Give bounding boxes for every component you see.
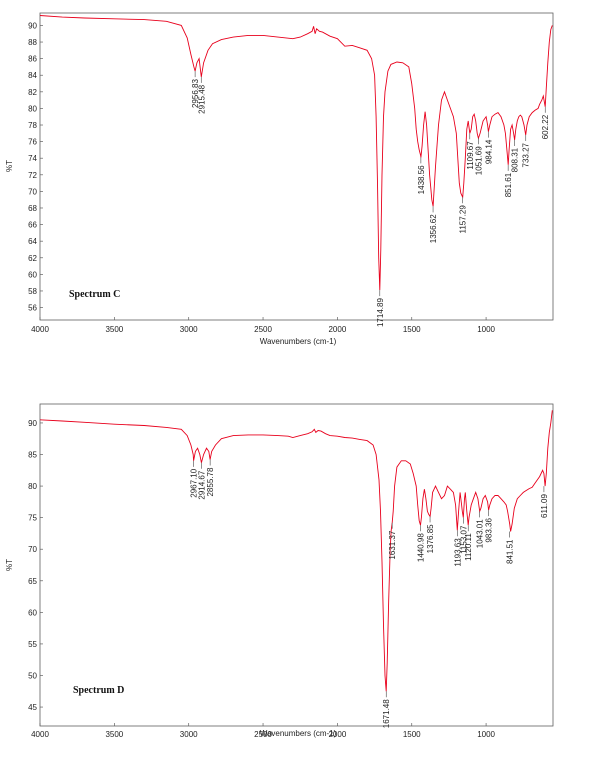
y-tick-label: 68 — [28, 204, 37, 213]
x-tick-label: 4000 — [31, 730, 49, 739]
spectrum-c-panel: 56 58 60 62 64 66 68 70 72 74 76 78 80 82 84 86 88 90 400… — [0, 0, 611, 352]
peak-label: 2914.67 — [197, 470, 206, 499]
x-axis-title: Wavenumbers (cm-1) — [260, 337, 337, 346]
peak-label: 2956.83 — [191, 79, 200, 108]
x-tick-label: 4000 — [31, 325, 49, 334]
peak-label: 1440.98 — [417, 533, 426, 562]
y-tick-label: 78 — [28, 121, 37, 130]
peak-label: 1438.56 — [417, 165, 426, 194]
y-tick-label: 88 — [28, 38, 37, 47]
y-tick-label: 58 — [28, 287, 37, 296]
plot-frame — [39, 403, 554, 727]
peak-label: 611.09 — [540, 494, 549, 518]
peak-label: 1157.29 — [459, 205, 468, 234]
peak-label: 1376.85 — [426, 524, 435, 553]
x-tick-label: 1000 — [477, 325, 495, 334]
x-tick-label: 3000 — [180, 730, 198, 739]
peak-label: 602.22 — [541, 114, 550, 139]
y-tick-label: 62 — [28, 254, 37, 263]
x-tick-label: 2000 — [328, 325, 346, 334]
y-tick-label: 86 — [28, 55, 37, 64]
y-tick-label: 72 — [28, 171, 37, 180]
x-tick-label: 3500 — [105, 325, 123, 334]
spectrum-label: Spectrum D — [73, 685, 124, 696]
peak-label: 733.27 — [522, 142, 531, 167]
peak-label: 2915.48 — [197, 84, 206, 113]
y-tick-label: 65 — [28, 577, 37, 586]
spectrum-d-line — [39, 410, 553, 692]
peak-label: 1109.67 — [466, 141, 475, 170]
y-tick-label: 70 — [28, 545, 37, 554]
peak-label: 1193.63 — [453, 538, 462, 567]
y-tick-label: 60 — [28, 608, 37, 617]
y-tick-label: 64 — [28, 237, 37, 246]
peak-label: 1051.69 — [474, 146, 483, 175]
y-tick-label: 84 — [28, 71, 37, 80]
x-tick-label: 1500 — [403, 325, 421, 334]
peak-label: 1714.89 — [376, 298, 385, 327]
peak-label: 1153.07 — [459, 525, 468, 554]
y-axis-title: %T — [5, 559, 14, 571]
peak-label: 841.51 — [506, 539, 515, 564]
y-tick-label: 55 — [28, 640, 37, 649]
y-tick-label: 56 — [28, 304, 37, 313]
x-tick-label: 1500 — [403, 730, 421, 739]
x-tick-label: 2000 — [328, 730, 346, 739]
peak-label: 1120.11 — [464, 533, 473, 561]
y-tick-label: 80 — [28, 482, 37, 491]
y-tick-label: 45 — [28, 703, 37, 712]
peak-label: 1043.01 — [476, 519, 485, 548]
spectrum-c-line — [39, 15, 553, 291]
y-tick-label: 85 — [28, 451, 37, 460]
x-tick-label: 2500 — [254, 730, 272, 739]
x-tick-label: 2500 — [254, 325, 272, 334]
peak-label: 1631.37 — [388, 530, 397, 559]
y-tick-label: 90 — [28, 21, 37, 30]
y-tick-label: 75 — [28, 514, 37, 523]
peak-label: 2967.10 — [190, 468, 199, 497]
x-tick-label: 3500 — [105, 730, 123, 739]
y-tick-label: 82 — [28, 88, 37, 97]
y-tick-label: 74 — [28, 154, 37, 163]
peak-label: 983.36 — [485, 518, 494, 543]
x-axis-title: Wavenumbers (cm-1) — [260, 729, 337, 738]
y-tick-label: 80 — [28, 104, 37, 113]
spectrum-label: Spectrum C — [69, 289, 120, 300]
x-tick-label: 3000 — [180, 325, 198, 334]
spectrum-d-panel: 45 50 55 60 65 70 75 80 85 90 4000 3500 3000 2500 200… — [0, 392, 611, 761]
plot-frame — [39, 12, 554, 321]
y-tick-label: 76 — [28, 138, 37, 147]
peak-label: 2855.78 — [206, 467, 215, 496]
y-tick-label: 60 — [28, 270, 37, 279]
peak-label: 984.14 — [484, 139, 493, 164]
y-tick-label: 70 — [28, 187, 37, 196]
peak-label: 1671.48 — [382, 699, 391, 728]
y-tick-label: 66 — [28, 221, 37, 230]
peak-label: 851.61 — [504, 172, 513, 197]
peak-label: 808.31 — [511, 147, 520, 172]
y-axis-title: %T — [5, 160, 14, 172]
peak-label: 1356.62 — [429, 214, 438, 243]
y-tick-label: 50 — [28, 671, 37, 680]
y-tick-label: 90 — [28, 419, 37, 428]
x-tick-label: 1000 — [477, 730, 495, 739]
spectrum-d-chart: 45 50 55 60 65 70 75 80 85 90 4000 3500 3000 2500 200… — [5, 403, 554, 739]
spectrum-c-chart: 56 58 60 62 64 66 68 70 72 74 76 78 80 82 84 86 88 90 400… — [5, 12, 554, 346]
